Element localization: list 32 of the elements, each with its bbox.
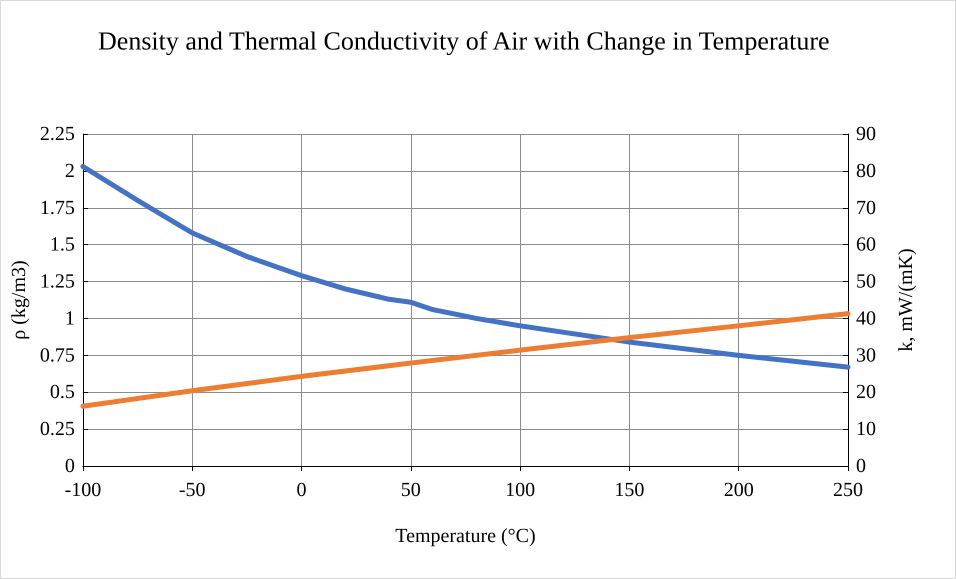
- y-tick-label: 0: [64, 455, 75, 477]
- y2-tick-label: 20: [856, 381, 876, 404]
- y2-tick-label: 40: [856, 307, 876, 330]
- x-tick-label: 150: [614, 479, 644, 501]
- y2-tick-label: 70: [856, 196, 876, 219]
- x-axis-title: Temperature (°C): [395, 525, 536, 547]
- y-tick-label: 0.25: [40, 418, 75, 440]
- y2-tick-label: 50: [856, 270, 876, 293]
- y-axis-title: ρ (kg/m3): [8, 260, 30, 340]
- y2-tick-label: 30: [856, 344, 876, 366]
- x-tick-label: 0: [296, 479, 306, 501]
- y-tick-label: 2.25: [40, 123, 75, 145]
- y-tick-label: 1.5: [50, 234, 75, 256]
- x-tick-label: 50: [400, 479, 421, 501]
- x-tick-label: 200: [724, 479, 754, 501]
- y-tick-label: 2: [64, 160, 75, 182]
- y2-tick-label: 0: [856, 455, 866, 477]
- y-tick-label: 0.5: [50, 381, 75, 404]
- x-tick-label: -50: [178, 479, 206, 501]
- x-tick-label: -100: [64, 479, 102, 501]
- x-tick-label: 250: [833, 479, 863, 501]
- y-tick-label: 0.75: [40, 344, 75, 366]
- y-tick-label: 1: [64, 307, 75, 330]
- y2-tick-label: 60: [856, 234, 876, 256]
- y2-tick-label: 10: [856, 418, 876, 440]
- y2-axis-title: k, mW/(mK): [895, 248, 917, 352]
- y-tick-label: 1.25: [40, 270, 75, 293]
- y2-tick-label: 80: [856, 160, 876, 182]
- y2-tick-label: 90: [856, 123, 876, 145]
- y-tick-label: 1.75: [40, 196, 75, 219]
- x-tick-label: 100: [505, 479, 536, 501]
- chart-title: Density and Thermal Conductivity of Air with Change in Temperature: [98, 26, 830, 56]
